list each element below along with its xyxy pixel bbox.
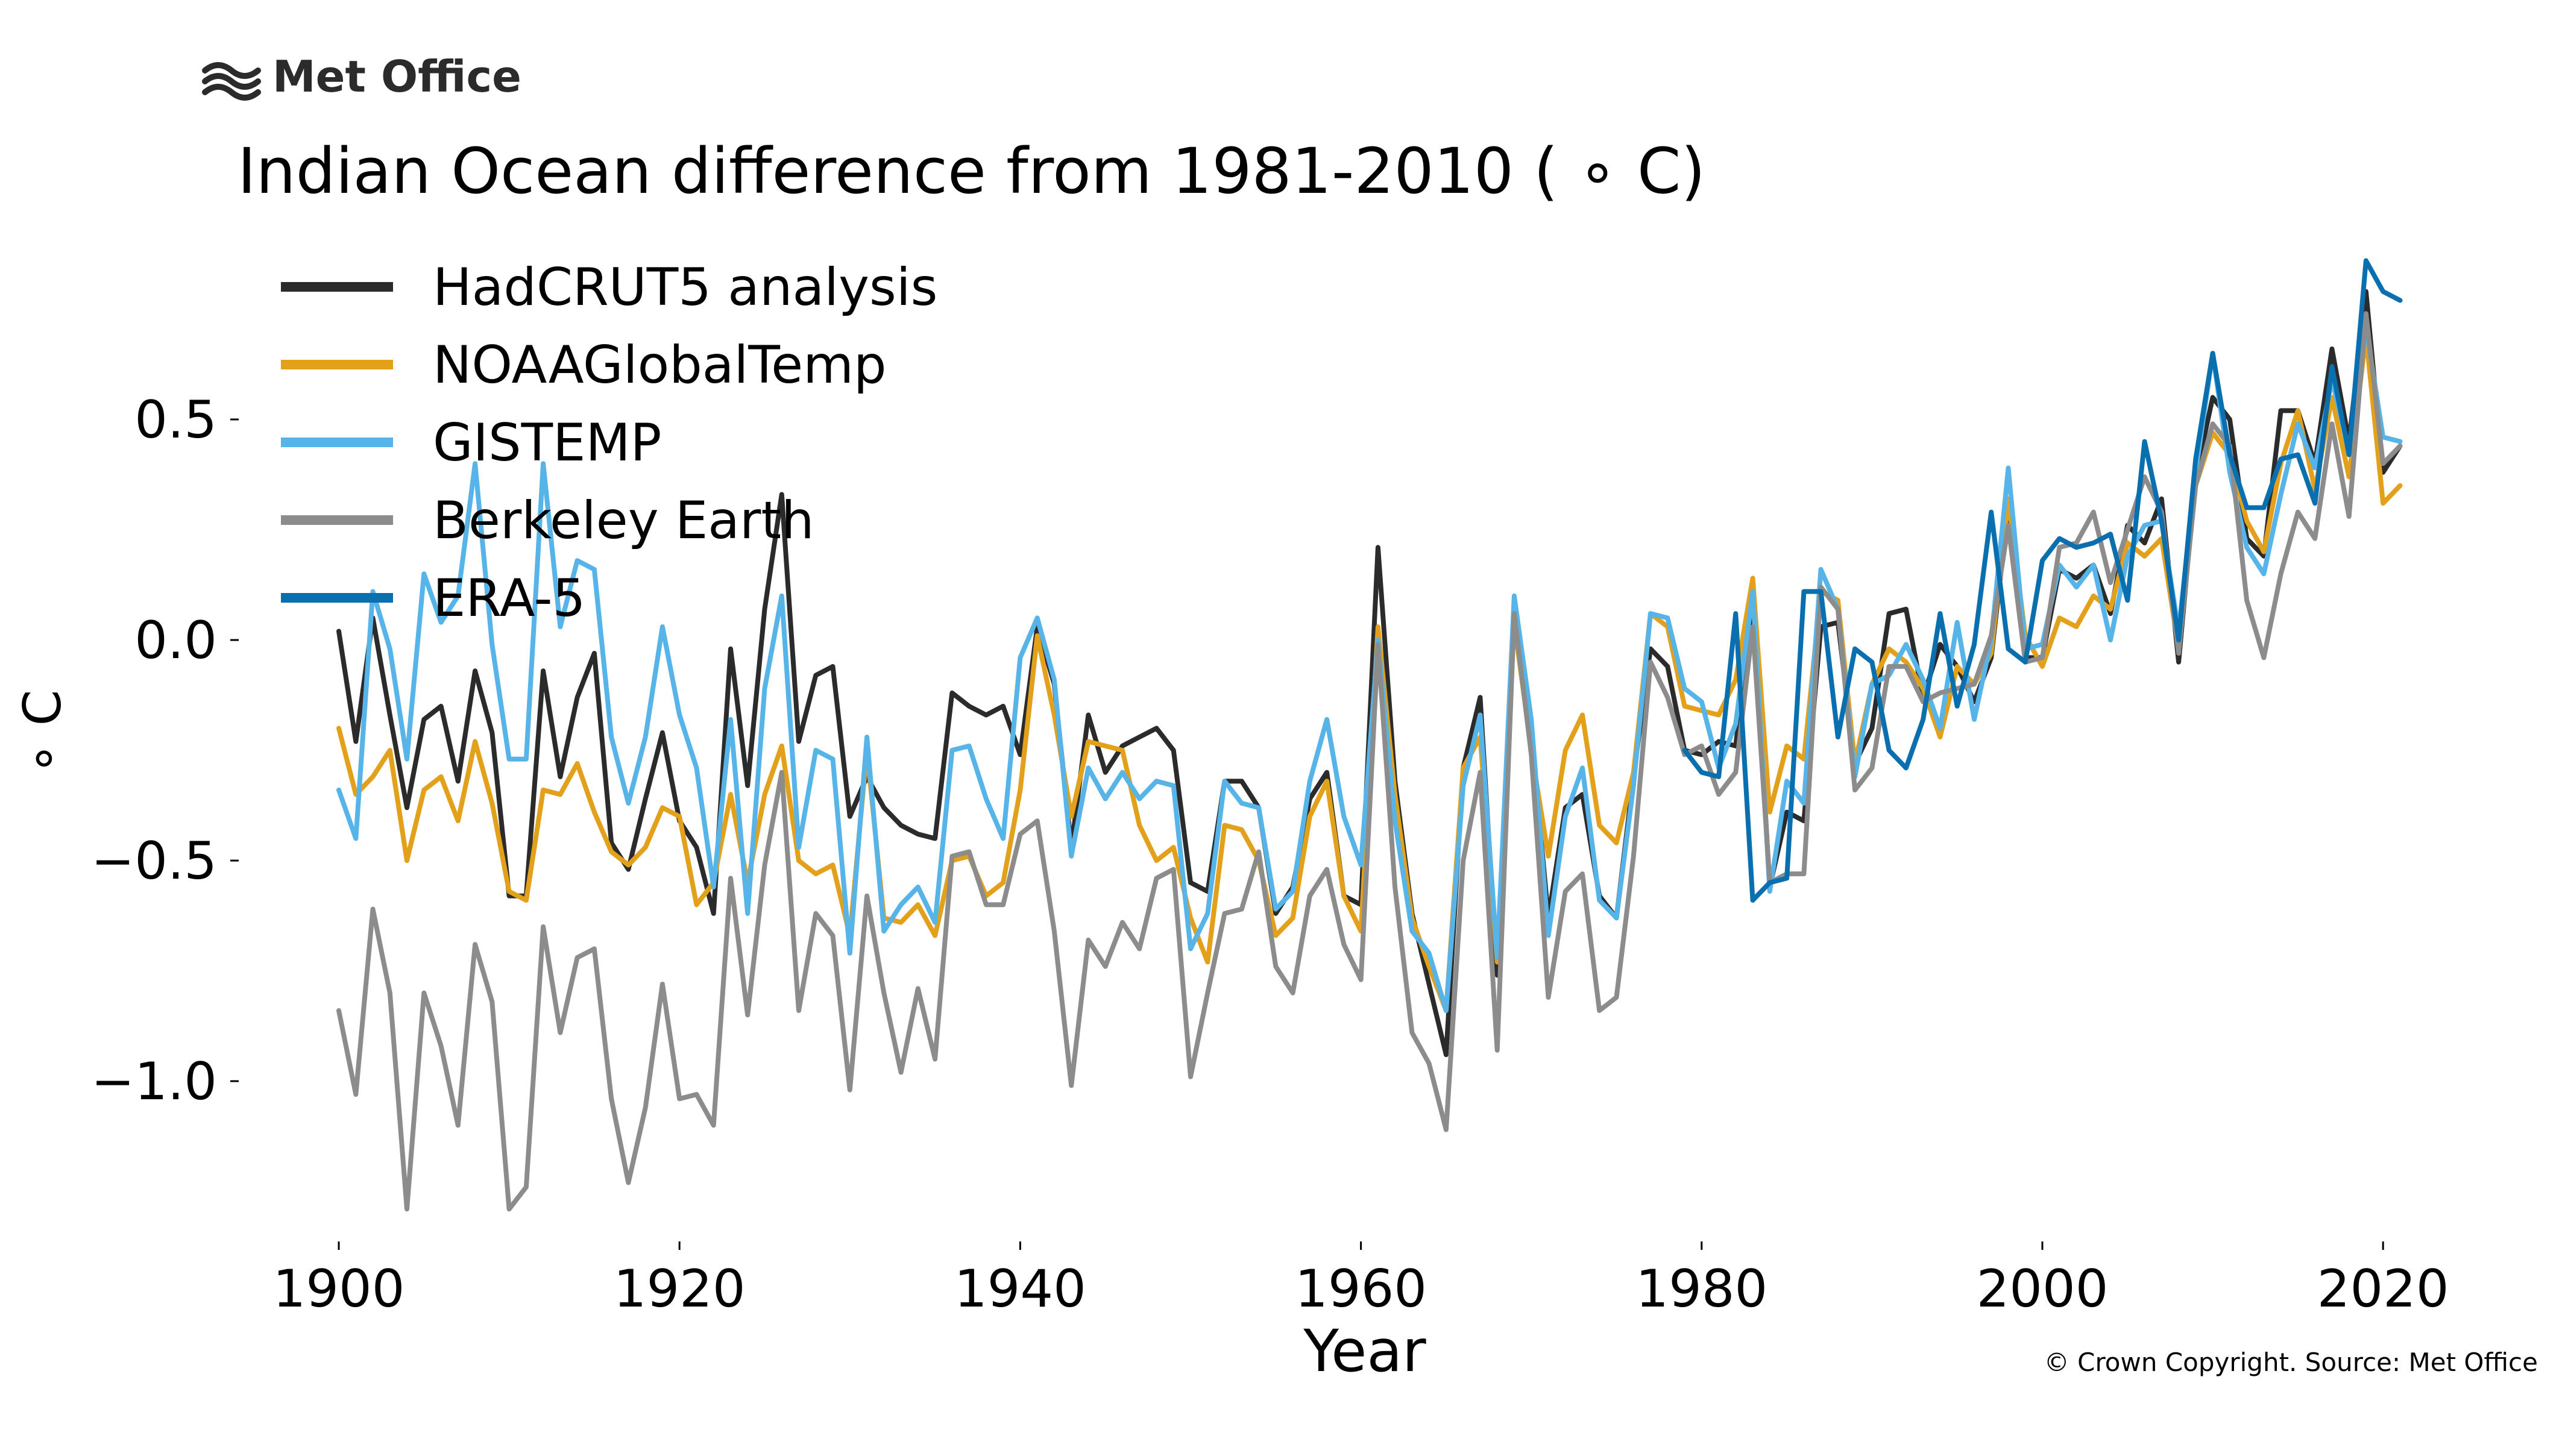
y-tick-label: −0.5 — [91, 831, 217, 891]
series-lines — [336, 258, 2403, 1212]
legend-label: HadCRUT5 analysis — [433, 257, 938, 318]
chart-title: Indian Ocean difference from 1981-2010 (… — [238, 134, 1705, 208]
x-tick-label: 1980 — [1635, 1259, 1767, 1319]
series-line-berkeley-earth — [336, 311, 2403, 1212]
legend-label: ERA-5 — [433, 568, 585, 629]
x-tick-label: 2020 — [2317, 1259, 2449, 1319]
met-office-waves-icon — [202, 62, 261, 101]
met-office-logo: Met Office — [202, 51, 521, 102]
copyright-text: © Crown Copyright. Source: Met Office — [2044, 1348, 2538, 1377]
x-axis-ticks: 1900 1920 1940 1960 1980 2000 2020 — [273, 1241, 2449, 1319]
legend: HadCRUT5 analysis NOAAGlobalTemp GISTEMP Be… — [281, 257, 938, 629]
series-line-era-5 — [1682, 258, 2403, 903]
x-tick-label: 2000 — [1977, 1259, 2109, 1319]
x-tick-label: 1900 — [273, 1259, 405, 1319]
y-tick-label: −1.0 — [91, 1052, 217, 1112]
x-tick-label: 1960 — [1295, 1259, 1427, 1319]
legend-label: NOAAGlobalTemp — [433, 335, 887, 395]
y-axis-ticks: −1.0 −0.5 0.0 0.5 — [91, 390, 239, 1112]
y-tick-label: 0.5 — [134, 390, 217, 450]
x-axis-label: Year — [1303, 1317, 1426, 1385]
x-tick-label: 1940 — [954, 1259, 1086, 1319]
series-line-hadcrut5-analysis — [336, 289, 2403, 1058]
y-tick-label: 0.0 — [134, 610, 217, 671]
legend-label: Berkeley Earth — [433, 491, 814, 551]
y-axis-label: ∘ C — [13, 689, 73, 774]
legend-label: GISTEMP — [433, 413, 662, 473]
logo-text: Met Office — [272, 51, 521, 102]
x-tick-label: 1920 — [614, 1259, 746, 1319]
